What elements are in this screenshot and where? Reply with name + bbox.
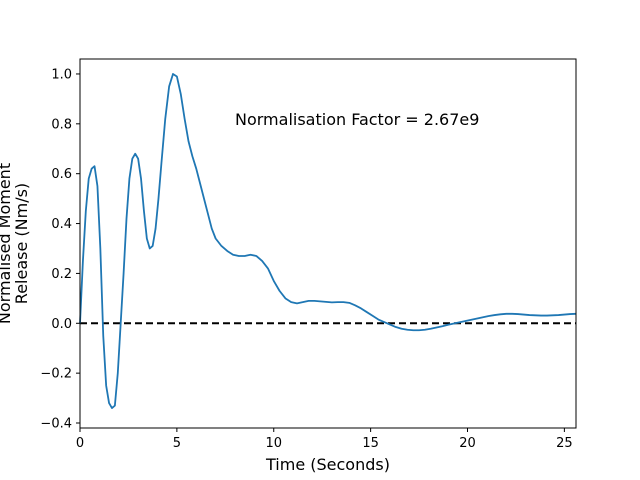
y-tick-label: −0.4	[40, 417, 72, 432]
y-tick-label: −0.2	[40, 367, 72, 382]
y-axis-label-line2: Release (Nm/s)	[12, 183, 31, 304]
x-tick-label: 20	[459, 436, 476, 451]
x-tick-label: 25	[556, 436, 573, 451]
y-tick-label: 0.0	[51, 317, 72, 332]
y-axis-label-line1: Normalised Moment	[0, 163, 14, 324]
x-tick-label: 5	[173, 436, 181, 451]
annotation-text: Normalisation Factor = 2.67e9	[235, 110, 479, 129]
y-tick-label: 0.8	[51, 117, 72, 132]
x-tick-label: 15	[362, 436, 379, 451]
y-tick-label: 1.0	[51, 67, 72, 82]
x-tick-label: 0	[76, 436, 84, 451]
plot-layer	[79, 73, 577, 409]
y-tick-label: 0.6	[51, 167, 72, 182]
series-line-0	[79, 73, 577, 409]
x-axis-label: Time (Seconds)	[265, 455, 390, 474]
y-tick-label: 0.4	[51, 217, 72, 232]
y-tick-label: 0.2	[51, 267, 72, 282]
axes-frame	[79, 58, 577, 429]
x-tick-label: 10	[265, 436, 282, 451]
ticks-layer: 0 5 10 15 20 25 −0.4 −0.2 0.0 0.2 0.4 0.6 0.8 1.0	[40, 67, 572, 451]
